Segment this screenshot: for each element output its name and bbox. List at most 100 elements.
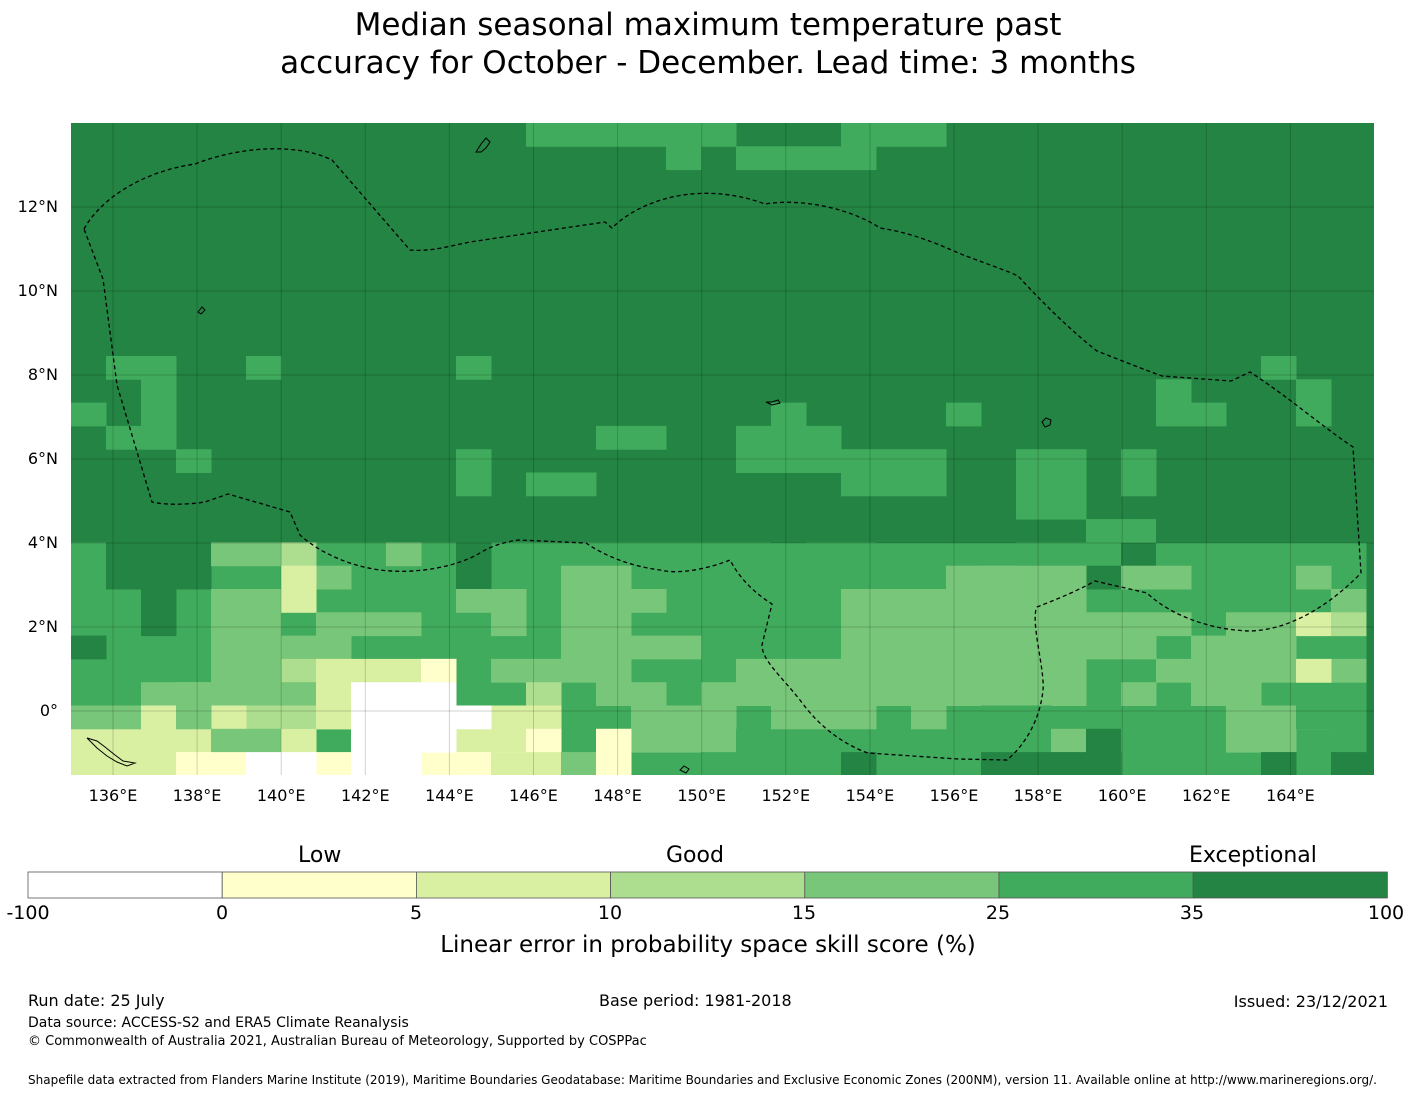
grid-cell	[211, 542, 282, 567]
grid-cell	[561, 565, 632, 683]
grid-cell	[631, 705, 702, 730]
data-source: Data source: ACCESS-S2 and ERA5 Climate …	[28, 1015, 409, 1031]
grid-cell	[211, 658, 282, 683]
map-title: Median seasonal maximum temperature past…	[0, 6, 1416, 82]
grid-cell	[876, 752, 947, 775]
grid-cell	[1261, 635, 1297, 660]
longitude-label: 136°E	[89, 786, 138, 805]
grid-cell	[1191, 682, 1262, 706]
run-date: Run date: 25 July	[28, 991, 165, 1010]
longitude-label: 144°E	[425, 786, 474, 805]
colorbar-category-exceptional: Exceptional	[1189, 843, 1317, 868]
grid-cell	[351, 752, 422, 775]
colorbar-tick: 10	[597, 902, 623, 924]
grid-cell	[981, 565, 1017, 590]
grid-cell	[771, 705, 877, 730]
grid-cell	[666, 123, 702, 147]
grid-cell	[631, 589, 667, 613]
grid-cell	[1121, 728, 1227, 753]
grid-cell	[1331, 612, 1367, 637]
grid-cell	[1121, 449, 1157, 497]
colorbar-tick: 5	[409, 902, 423, 924]
grid-cell	[246, 705, 317, 730]
grid-cell	[316, 612, 422, 637]
graticule	[71, 123, 1374, 775]
grid-cell	[491, 705, 562, 730]
grid-cell	[1086, 635, 1157, 660]
grid-cell	[1261, 752, 1297, 775]
grid-cell	[106, 356, 177, 380]
grid-cell	[1121, 542, 1157, 567]
grid-cell	[526, 472, 597, 497]
grid-cell	[1086, 728, 1122, 753]
grid-cell	[351, 682, 457, 706]
longitude-label: 142°E	[341, 786, 390, 805]
grid-cell	[841, 612, 1087, 706]
grid-cell	[1331, 752, 1367, 775]
base-period: Base period: 1981-2018	[599, 991, 792, 1010]
grid-cell	[1226, 705, 1297, 753]
grid-cell	[456, 356, 492, 380]
grid-cell	[491, 752, 562, 775]
grid-cell	[1331, 589, 1367, 613]
colorbar-tick: 100	[1367, 902, 1405, 924]
grid-cell	[596, 682, 667, 706]
issued-date: Issued: 23/12/2021	[1233, 992, 1388, 1011]
longitude-label: 156°E	[930, 786, 979, 805]
colorbar-swatch	[27, 871, 223, 899]
grid-cell	[141, 379, 177, 404]
island-outline	[765, 399, 781, 406]
grid-cell	[106, 425, 177, 450]
longitude-label: 146°E	[509, 786, 558, 805]
grid-cell	[631, 635, 702, 660]
grid-cell	[876, 519, 1017, 543]
colorbar-swatch	[998, 871, 1194, 899]
grid-cell	[736, 728, 772, 753]
colorbar-tick: 15	[791, 902, 817, 924]
longitude-label: 158°E	[1014, 786, 1063, 805]
latitude-label: 4°N	[28, 533, 58, 552]
longitude-label: 162°E	[1182, 786, 1231, 805]
grid-cell	[176, 449, 212, 473]
island-outline	[86, 737, 137, 767]
colorbar-category-low: Low	[298, 843, 342, 868]
grid-cell	[211, 635, 352, 660]
grid-cell	[491, 612, 527, 637]
longitude-labels: 136°E 138°E 140°E 142°E 144°E 146°E 148°E 150°E…	[89, 786, 1315, 805]
skill-grid	[71, 123, 1367, 775]
grid-cell	[841, 449, 947, 497]
grid-cell	[281, 752, 317, 775]
title-line-1: Median seasonal maximum temperature past	[354, 7, 1062, 43]
grid-cell	[1016, 449, 1087, 520]
grid-cell	[1156, 379, 1192, 427]
longitude-label: 148°E	[593, 786, 642, 805]
grid-cell	[491, 658, 562, 683]
grid-cell	[1261, 356, 1297, 380]
grid-cell	[1191, 635, 1262, 660]
grid-cell	[281, 565, 317, 613]
longitude-label: 154°E	[846, 786, 895, 805]
colorbar-swatch	[415, 871, 611, 899]
longitude-label: 150°E	[677, 786, 726, 805]
grid-cell	[456, 589, 527, 613]
grid-cell	[141, 565, 177, 637]
latitude-label: 8°N	[28, 365, 58, 384]
grid-cell	[71, 402, 107, 427]
grid-cell	[1051, 612, 1192, 637]
latitude-label: 12°N	[18, 197, 58, 216]
grid-cell	[316, 565, 352, 590]
grid-cell	[666, 728, 737, 753]
grid-cell	[246, 356, 282, 380]
grid-cell	[771, 402, 807, 427]
grid-cell	[841, 589, 947, 613]
colorbar-tick: 25	[985, 902, 1011, 924]
latitude-label: 10°N	[18, 281, 58, 300]
eez-boundary	[83, 148, 1362, 761]
longitude-label: 138°E	[173, 786, 222, 805]
copyright: © Commonwealth of Australia 2021, Austra…	[28, 1034, 647, 1049]
longitude-label: 164°E	[1266, 786, 1315, 805]
grid-cell	[911, 705, 947, 730]
colorbar-swatch	[221, 871, 417, 899]
grid-cell	[701, 752, 772, 775]
grid-cell	[176, 682, 352, 706]
